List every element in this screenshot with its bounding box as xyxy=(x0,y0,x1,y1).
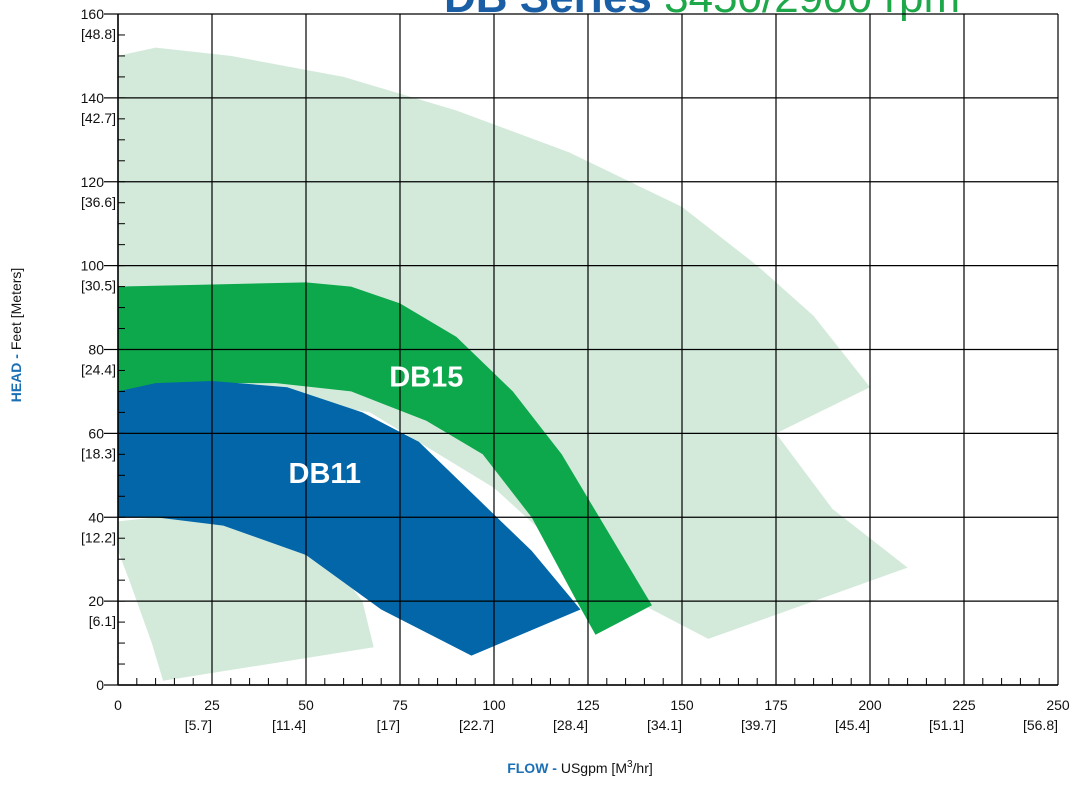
y-tick-label: 100 xyxy=(81,258,105,274)
region-labels-layer: DB15 DB11 xyxy=(289,362,464,490)
grid-layer xyxy=(117,13,1059,686)
labels-layer: 0 25 [5.7] 50 [11.4] 75 [17] 100 [22.7] 125 [28.4]… xyxy=(81,6,1070,733)
x-tick-label: 200 xyxy=(858,697,882,713)
x-tick-sublabel: [17] xyxy=(377,717,400,733)
y-tick-label: 140 xyxy=(81,90,105,106)
y-tick-label: 20 xyxy=(88,593,104,609)
y-tick-label: 160 xyxy=(81,6,105,22)
chart-title-speed: 3450/2900 rpm xyxy=(652,0,960,22)
region-db15 xyxy=(118,282,652,635)
region-db11 xyxy=(118,381,581,656)
x-tick-label: 250 xyxy=(1046,697,1070,713)
x-axis-title-text: USgpm [M xyxy=(561,760,627,776)
ticks-layer xyxy=(104,13,1059,686)
x-tick-sublabel: [39.7] xyxy=(741,717,776,733)
region-label-db11: DB11 xyxy=(289,458,362,490)
y-tick-sublabel: [42.7] xyxy=(81,110,116,126)
x-axis-title-sup: 3 xyxy=(627,759,633,770)
x-tick-label: 50 xyxy=(298,697,314,713)
x-tick-label: 175 xyxy=(764,697,788,713)
y-tick-label: 0 xyxy=(96,677,104,693)
y-tick-sublabel: [48.8] xyxy=(81,26,116,42)
y-tick-label: 120 xyxy=(81,174,105,190)
y-tick-label: 40 xyxy=(88,509,104,525)
x-tick-sublabel: [56.8] xyxy=(1023,717,1058,733)
x-tick-sublabel: [34.1] xyxy=(647,717,682,733)
x-tick-sublabel: [11.4] xyxy=(272,717,306,733)
y-tick-sublabel: [6.1] xyxy=(89,613,116,629)
x-axis-title: FLOW - USgpm [M3/hr] xyxy=(507,759,653,776)
x-axis-title-end: /hr] xyxy=(633,760,653,776)
y-tick-sublabel: [30.5] xyxy=(81,278,116,294)
x-tick-sublabel: [28.4] xyxy=(553,717,588,733)
y-axis-title-bold: HEAD - xyxy=(8,350,24,402)
chart-title: DB Series 3450/2900 rpm xyxy=(444,0,960,20)
y-axis-title: HEAD - Feet [Meters] xyxy=(8,268,24,403)
x-tick-label: 25 xyxy=(204,697,220,713)
x-tick-label: 125 xyxy=(576,697,600,713)
y-axis-title-text: Feet [Meters] xyxy=(8,268,24,350)
x-tick-label: 150 xyxy=(670,697,694,713)
regions-layer xyxy=(118,47,908,681)
x-tick-sublabel: [22.7] xyxy=(459,717,494,733)
chart-title-series: DB Series xyxy=(444,0,652,22)
x-tick-sublabel: [51.1] xyxy=(929,717,964,733)
x-tick-sublabel: [45.4] xyxy=(835,717,870,733)
y-tick-sublabel: [36.6] xyxy=(81,194,116,210)
region-label-db15: DB15 xyxy=(389,362,463,394)
x-axis-title-bold: FLOW - xyxy=(507,760,561,776)
y-tick-label: 80 xyxy=(88,342,104,358)
x-tick-label: 225 xyxy=(952,697,976,713)
y-tick-sublabel: [12.2] xyxy=(81,529,116,545)
y-tick-sublabel: [18.3] xyxy=(81,445,116,461)
region-outer-envelope xyxy=(118,47,908,639)
y-tick-label: 60 xyxy=(88,425,104,441)
y-tick-sublabel: [24.4] xyxy=(81,362,116,378)
region-small-envelope xyxy=(118,517,374,681)
x-tick-sublabel: [5.7] xyxy=(185,717,212,733)
x-tick-label: 0 xyxy=(114,697,122,713)
x-tick-label: 100 xyxy=(482,697,506,713)
x-tick-label: 75 xyxy=(392,697,408,713)
